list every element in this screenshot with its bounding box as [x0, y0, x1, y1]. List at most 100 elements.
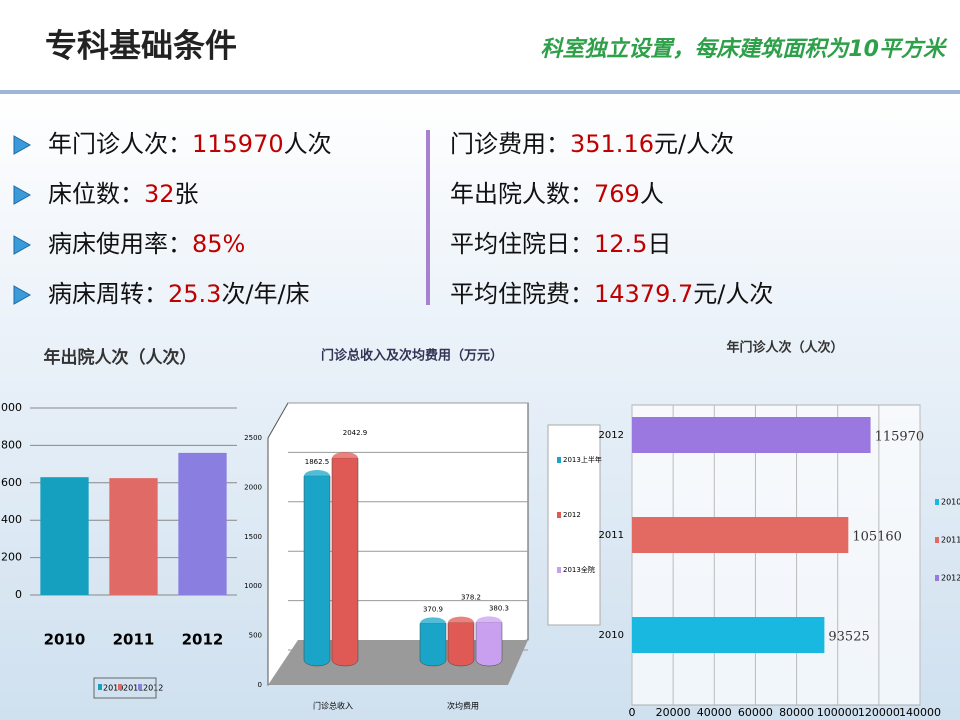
slide-subtitle: 科室独立设置，每床建筑面积为10平方米 [540, 36, 948, 62]
bar [178, 452, 227, 595]
x-tick-label: 0 [629, 706, 636, 719]
cylinder [419, 623, 447, 667]
y-tick-label: 500 [249, 632, 262, 640]
x-tick-label: 80000 [779, 706, 814, 719]
cylinder-top [332, 452, 358, 465]
x-tick-label: 100000 [817, 706, 859, 719]
stat-line: 病床使用率：85% [48, 230, 245, 258]
stat-label: 平均住院日： [450, 230, 594, 258]
legend-label: 2011 [941, 536, 960, 545]
cylinder [303, 475, 331, 667]
legend-swatch [557, 457, 561, 463]
bullet [13, 285, 32, 305]
x-tick-label: 120000 [858, 706, 900, 719]
stat-value: 351.16 [570, 130, 654, 158]
cylinder [331, 457, 359, 667]
y-tick-label: 400 [1, 513, 22, 526]
stat-line: 床位数：32张 [48, 180, 199, 208]
bar [632, 417, 871, 453]
x-tick-label: 60000 [738, 706, 773, 719]
stat-label: 门诊费用： [450, 130, 570, 158]
stat-label: 平均住院费： [450, 280, 594, 308]
bar [632, 617, 825, 653]
bullet [13, 235, 32, 255]
bar [632, 517, 849, 553]
bullet [13, 135, 32, 155]
legend-label: 2012 [143, 684, 163, 693]
stat-value: 32 [144, 180, 175, 208]
legend-label: 2012 [941, 574, 960, 583]
bullet [13, 185, 32, 205]
y-tick-label: 1500 [244, 533, 262, 541]
y-tick-label: 200 [1, 551, 22, 564]
stat-line: 病床周转：25.3次/年/床 [48, 280, 310, 308]
bar [109, 478, 158, 595]
stat-value: 85% [192, 230, 245, 258]
x-tick-label: 40000 [697, 706, 732, 719]
y-tick-label: 800 [1, 438, 22, 451]
y-tick-label: 1000 [244, 582, 262, 590]
legend-label: 2012 [563, 511, 581, 519]
y-tick-label: 2011 [599, 530, 624, 541]
stat-value: 769 [594, 180, 640, 208]
legend-label: 2011 [123, 684, 143, 693]
legend-label: 2010 [941, 498, 960, 507]
stat-label: 床位数： [48, 180, 144, 208]
legend-swatch [935, 499, 939, 505]
cylinder-top [304, 469, 330, 482]
stat-unit: 张 [175, 180, 199, 208]
stat-line: 年门诊人次：115970人次 [48, 130, 332, 158]
cylinder-top [448, 616, 474, 629]
legend-label: 2013上半年 [563, 455, 602, 464]
stat-line: 平均住院日：12.5日 [450, 230, 671, 258]
stat-unit: 元/人次 [693, 280, 773, 308]
y-tick-label: 0 [258, 681, 262, 689]
value-label: 105160 [852, 530, 902, 545]
legend-swatch [118, 684, 122, 690]
x-tick-label: 门诊总收入 [313, 701, 353, 711]
chart-title: 年出院人次（人次） [44, 347, 197, 368]
bar [40, 477, 89, 595]
value-label: 93525 [828, 630, 869, 645]
stat-label: 病床周转： [48, 280, 168, 308]
y-tick-label: 2010 [599, 630, 624, 641]
stat-label: 年门诊人次： [48, 130, 192, 158]
stat-label: 年出院人数： [450, 180, 594, 208]
cylinder-top [476, 616, 502, 629]
legend-label: 2010 [103, 684, 123, 693]
y-tick-label: 1000 [0, 401, 22, 414]
cylinder [475, 622, 503, 667]
stat-label: 病床使用率： [48, 230, 192, 258]
x-tick-label: 2012 [182, 631, 224, 649]
value-label: 2042.9 [343, 429, 368, 437]
chart-title: 门诊总收入及次均费用（万元） [321, 348, 503, 364]
x-tick-label: 次均费用 [447, 701, 479, 711]
cylinder-top [420, 617, 446, 630]
stat-line: 年出院人数：769人 [450, 180, 664, 208]
value-label: 380.3 [489, 604, 509, 612]
x-tick-label: 2011 [113, 631, 155, 649]
x-tick-label: 2010 [44, 631, 86, 649]
legend-label: 2013全院 [563, 565, 595, 574]
stat-unit: 人 [640, 180, 664, 208]
x-tick-label: 20000 [656, 706, 691, 719]
legend-swatch [935, 537, 939, 543]
value-label: 378.2 [461, 594, 481, 602]
legend-swatch [557, 512, 561, 518]
legend-swatch [557, 567, 561, 573]
chart-title: 年门诊人次（人次） [726, 340, 843, 356]
value-label: 1862.5 [305, 458, 330, 466]
legend-swatch [138, 684, 142, 690]
y-tick-label: 0 [15, 588, 22, 601]
cylinder [447, 622, 475, 667]
stat-line: 平均住院费：14379.7元/人次 [450, 280, 773, 308]
stat-unit: 日 [647, 230, 671, 258]
header-rule [0, 90, 960, 94]
y-tick-label: 2500 [244, 434, 262, 442]
legend-swatch [935, 575, 939, 581]
stat-unit: 人次 [284, 130, 332, 158]
stat-value: 14379.7 [594, 280, 693, 308]
stat-line: 门诊费用：351.16元/人次 [450, 130, 734, 158]
